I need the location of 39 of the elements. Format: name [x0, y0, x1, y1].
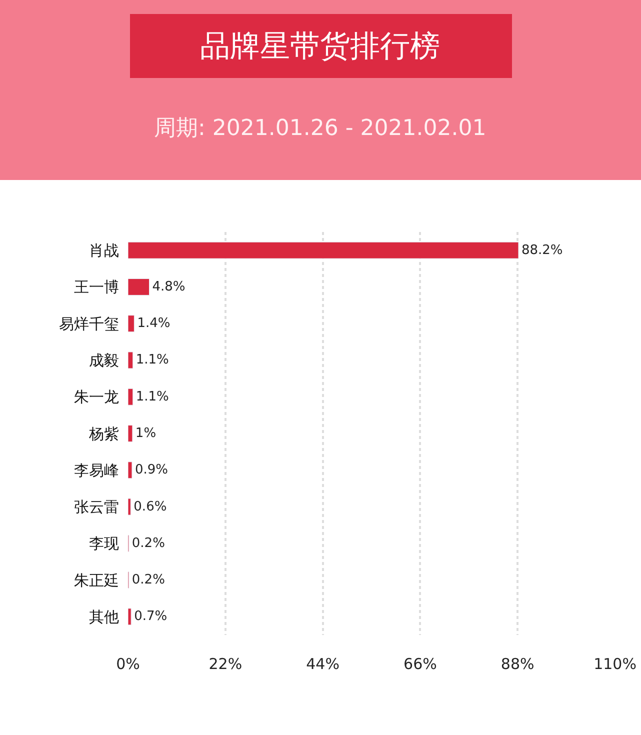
- y-tick-label: 李现: [89, 534, 119, 553]
- y-tick-label: 李易峰: [74, 461, 119, 480]
- x-tick-label: 110%: [594, 655, 636, 673]
- data-label: 1%: [135, 426, 156, 441]
- data-label: 88.2%: [521, 242, 563, 258]
- chart-title: 品牌星带货排行榜: [200, 29, 440, 64]
- data-label: 0.2%: [132, 572, 165, 588]
- bar: [128, 498, 131, 516]
- y-tick-label: 朱正廷: [74, 571, 119, 590]
- y-tick-label: 易烊千玺: [59, 314, 119, 333]
- data-label: 0.7%: [134, 609, 168, 624]
- y-tick-label: 张云雷: [74, 498, 119, 516]
- x-tick-label: 66%: [404, 655, 437, 673]
- bar: [128, 315, 134, 332]
- data-label: 1.1%: [136, 389, 169, 404]
- x-tick-label: 0%: [116, 655, 140, 673]
- bar: [128, 462, 132, 479]
- data-label: 0.9%: [134, 462, 168, 478]
- data-label: 0.2%: [132, 536, 165, 551]
- y-tick-label: 王一博: [74, 278, 119, 296]
- data-label: 1.1%: [136, 352, 169, 368]
- y-tick-label: 朱一龙: [74, 388, 119, 406]
- bar: [128, 278, 150, 296]
- bar: [128, 388, 134, 406]
- y-tick-label: 其他: [89, 608, 119, 626]
- y-tick-label: 肖战: [89, 242, 119, 260]
- bar: [128, 242, 519, 259]
- data-label: 4.8%: [152, 279, 186, 294]
- data-label: 1.4%: [137, 316, 170, 332]
- x-tick-label: 88%: [500, 655, 534, 673]
- bar: [128, 608, 132, 626]
- bar: [128, 352, 134, 369]
- y-tick-label: 成毅: [89, 351, 119, 370]
- chart-subtitle: 周期: 2021.01.26 - 2021.02.01: [154, 116, 486, 141]
- y-tick-label: 杨紫: [88, 424, 119, 443]
- data-label: 0.6%: [134, 499, 167, 514]
- bar: [128, 425, 133, 442]
- x-tick-label: 44%: [306, 655, 340, 673]
- x-tick-label: 22%: [208, 655, 242, 673]
